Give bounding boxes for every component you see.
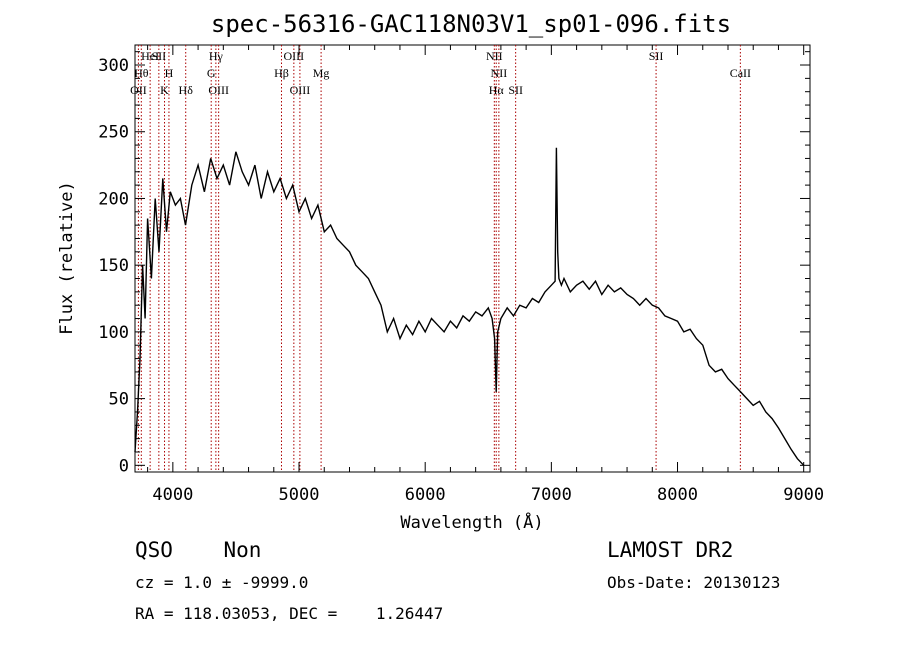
x-axis-label: Wavelength (Å)	[400, 511, 543, 533]
coordinates: RA = 118.03053, DEC = 1.26447	[135, 604, 444, 623]
y-tick-label: 0	[119, 456, 129, 476]
x-tick-label: 8000	[657, 485, 698, 505]
spectrum-line	[134, 147, 805, 466]
observation-date: Obs-Date: 20130123	[607, 573, 781, 592]
y-axis-ticks: 0 50 100 150 200 250 300	[98, 51, 810, 476]
line-marker-label: SII	[649, 49, 664, 63]
line-marker-label: OIII	[284, 49, 305, 63]
x-tick-label: 9000	[783, 485, 824, 505]
line-marker-label: H	[165, 66, 174, 80]
line-marker-label: CaII	[730, 66, 751, 80]
line-marker-label: SII	[152, 49, 167, 63]
x-tick-label: 5000	[279, 485, 320, 505]
line-marker-label: Mg	[313, 66, 330, 80]
line-marker-label: OIII	[208, 83, 229, 97]
line-marker-label: NII	[491, 66, 508, 80]
line-marker-label: HeI	[141, 49, 159, 63]
x-axis-ticks: 4000 5000 6000 7000 8000 9000	[147, 45, 824, 505]
line-marker-label: K	[160, 83, 169, 97]
line-marker-label: Hθ	[134, 66, 149, 80]
line-marker-label: Hδ	[179, 83, 194, 97]
x-tick-label: 7000	[531, 485, 572, 505]
line-markers	[137, 45, 741, 472]
line-marker-label: Hγ	[209, 49, 224, 63]
y-tick-label: 100	[98, 323, 129, 343]
y-tick-label: 300	[98, 56, 129, 76]
y-tick-label: 200	[98, 189, 129, 209]
object-class: QSO Non	[135, 538, 262, 562]
plot-frame	[134, 44, 811, 473]
y-tick-label: 150	[98, 256, 129, 276]
line-marker-label: OIII	[290, 83, 311, 97]
line-marker-label: OII	[130, 83, 147, 97]
x-tick-label: 6000	[405, 485, 446, 505]
line-marker-labels: OIIHθHeISIIKHHδGHγOIIIHβOIIIOIIIMgNIIHαN…	[130, 49, 751, 97]
line-marker-label: Hα	[489, 83, 505, 97]
line-marker-label: SII	[508, 83, 523, 97]
redshift-info: cz = 1.0 ± -9999.0	[135, 573, 309, 592]
survey-name: LAMOST DR2	[607, 538, 734, 562]
y-axis-label: Flux (relative)	[57, 181, 77, 335]
x-tick-label: 4000	[152, 485, 193, 505]
line-marker-label: NII	[486, 49, 503, 63]
line-marker-label: G	[207, 66, 216, 80]
y-tick-label: 50	[109, 390, 129, 410]
line-marker-label: Hβ	[274, 66, 289, 80]
y-tick-label: 250	[98, 123, 129, 143]
chart-title: spec-56316-GAC118N03V1_sp01-096.fits	[211, 10, 731, 38]
